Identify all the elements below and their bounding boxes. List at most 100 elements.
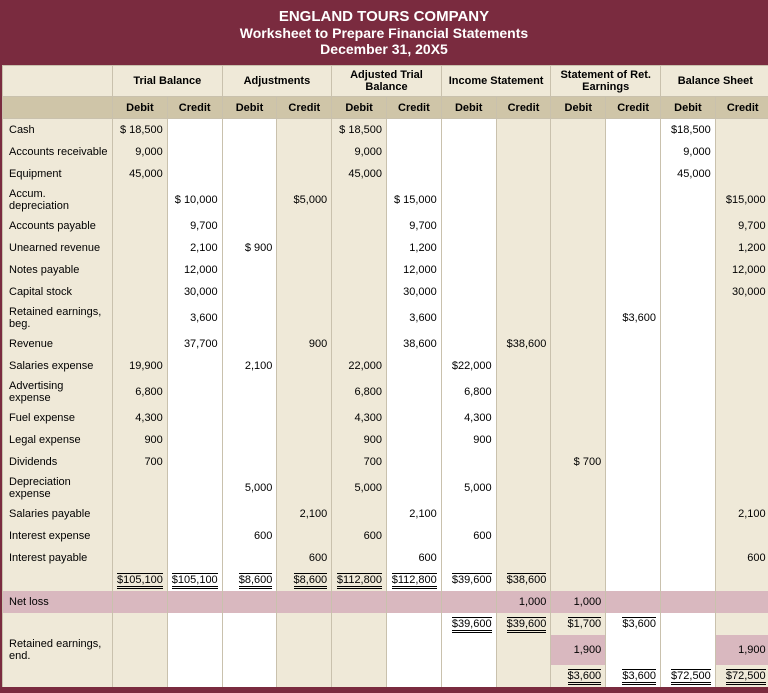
- cell: [222, 333, 277, 355]
- cell: [496, 215, 551, 237]
- cell: [332, 259, 387, 281]
- cell: 9,000: [332, 141, 387, 163]
- cell: [332, 303, 387, 333]
- cell: [661, 407, 716, 429]
- cell: 12,000: [167, 259, 222, 281]
- cell: [222, 613, 277, 635]
- cell: [496, 119, 551, 141]
- cell: [715, 451, 768, 473]
- cell: 2,100: [222, 355, 277, 377]
- table-row: Legal expense900900900: [3, 429, 768, 451]
- cell: [496, 547, 551, 569]
- cell: [551, 547, 606, 569]
- cell: [277, 525, 332, 547]
- cell: 9,700: [167, 215, 222, 237]
- cell: [113, 281, 168, 303]
- cell: 2,100: [277, 503, 332, 525]
- cell: [222, 451, 277, 473]
- cell: [167, 547, 222, 569]
- account-label: Notes payable: [3, 259, 113, 281]
- table-row: Advertising expense6,8006,8006,800: [3, 377, 768, 407]
- cell: [222, 141, 277, 163]
- cell: [661, 635, 716, 665]
- cell: [551, 377, 606, 407]
- cell: [441, 141, 496, 163]
- sheet-title: Worksheet to Prepare Financial Statement…: [2, 25, 766, 41]
- header: ENGLAND TOURS COMPANY Worksheet to Prepa…: [2, 2, 766, 65]
- cell: 12,000: [386, 259, 441, 281]
- cell: [606, 473, 661, 503]
- account-label: [3, 613, 113, 635]
- cell: [715, 333, 768, 355]
- cell: [496, 503, 551, 525]
- cell: 2,100: [715, 503, 768, 525]
- cell: [661, 377, 716, 407]
- table-row: Unearned revenue2,100$ 9001,2001,200: [3, 237, 768, 259]
- account-label: Accounts payable: [3, 215, 113, 237]
- table-row: Dividends700700$ 700: [3, 451, 768, 473]
- cell: $8,600: [277, 569, 332, 591]
- cell: [606, 333, 661, 355]
- cell: [606, 407, 661, 429]
- cell: [441, 303, 496, 333]
- cell: [606, 355, 661, 377]
- cell: 1,200: [386, 237, 441, 259]
- account-label: Accounts receivable: [3, 141, 113, 163]
- cell: [277, 237, 332, 259]
- cell: $22,000: [441, 355, 496, 377]
- cell: $ 700: [551, 451, 606, 473]
- account-label: Equipment: [3, 163, 113, 185]
- cell: 6,800: [113, 377, 168, 407]
- cell: [167, 407, 222, 429]
- cell: [277, 119, 332, 141]
- cell: 9,000: [661, 141, 716, 163]
- cell: 3,600: [167, 303, 222, 333]
- cell: $39,600: [441, 569, 496, 591]
- col-adjustments: Adjustments: [222, 66, 332, 97]
- cell: [167, 613, 222, 635]
- cell: 600: [222, 525, 277, 547]
- cell: [715, 407, 768, 429]
- cell: [277, 613, 332, 635]
- section-header-row: Trial Balance Adjustments Adjusted Trial…: [3, 66, 768, 97]
- table-row: Notes payable12,00012,00012,000: [3, 259, 768, 281]
- cell: [167, 591, 222, 613]
- cell: 600: [332, 525, 387, 547]
- table-row: Salaries payable2,1002,1002,100: [3, 503, 768, 525]
- cell: 9,000: [113, 141, 168, 163]
- table-row: Cash$ 18,500$ 18,500$18,500: [3, 119, 768, 141]
- bottom-bar: [2, 687, 766, 691]
- cell: [715, 613, 768, 635]
- cell: $1,700: [551, 613, 606, 635]
- cell: [661, 303, 716, 333]
- cell: $ 10,000: [167, 185, 222, 215]
- cell: [386, 119, 441, 141]
- cell: 22,000: [332, 355, 387, 377]
- cell: [167, 377, 222, 407]
- cell: [715, 377, 768, 407]
- worksheet-table: Trial Balance Adjustments Adjusted Trial…: [2, 65, 768, 687]
- cell: 30,000: [715, 281, 768, 303]
- cell: $38,600: [496, 333, 551, 355]
- cell: [386, 525, 441, 547]
- cell: [167, 119, 222, 141]
- cell: 45,000: [332, 163, 387, 185]
- cell: 1,900: [551, 635, 606, 665]
- cell: [661, 237, 716, 259]
- cell: [606, 215, 661, 237]
- cell: [386, 591, 441, 613]
- account-label: Fuel expense: [3, 407, 113, 429]
- account-label: Unearned revenue: [3, 237, 113, 259]
- cell: [277, 473, 332, 503]
- cell: [441, 119, 496, 141]
- cell: [606, 429, 661, 451]
- cell: [441, 215, 496, 237]
- cell: [441, 503, 496, 525]
- cell: [606, 635, 661, 665]
- cell: [222, 377, 277, 407]
- account-label: Cash: [3, 119, 113, 141]
- cell: [277, 635, 332, 665]
- cell: [332, 185, 387, 215]
- cell: [332, 547, 387, 569]
- cell: [113, 237, 168, 259]
